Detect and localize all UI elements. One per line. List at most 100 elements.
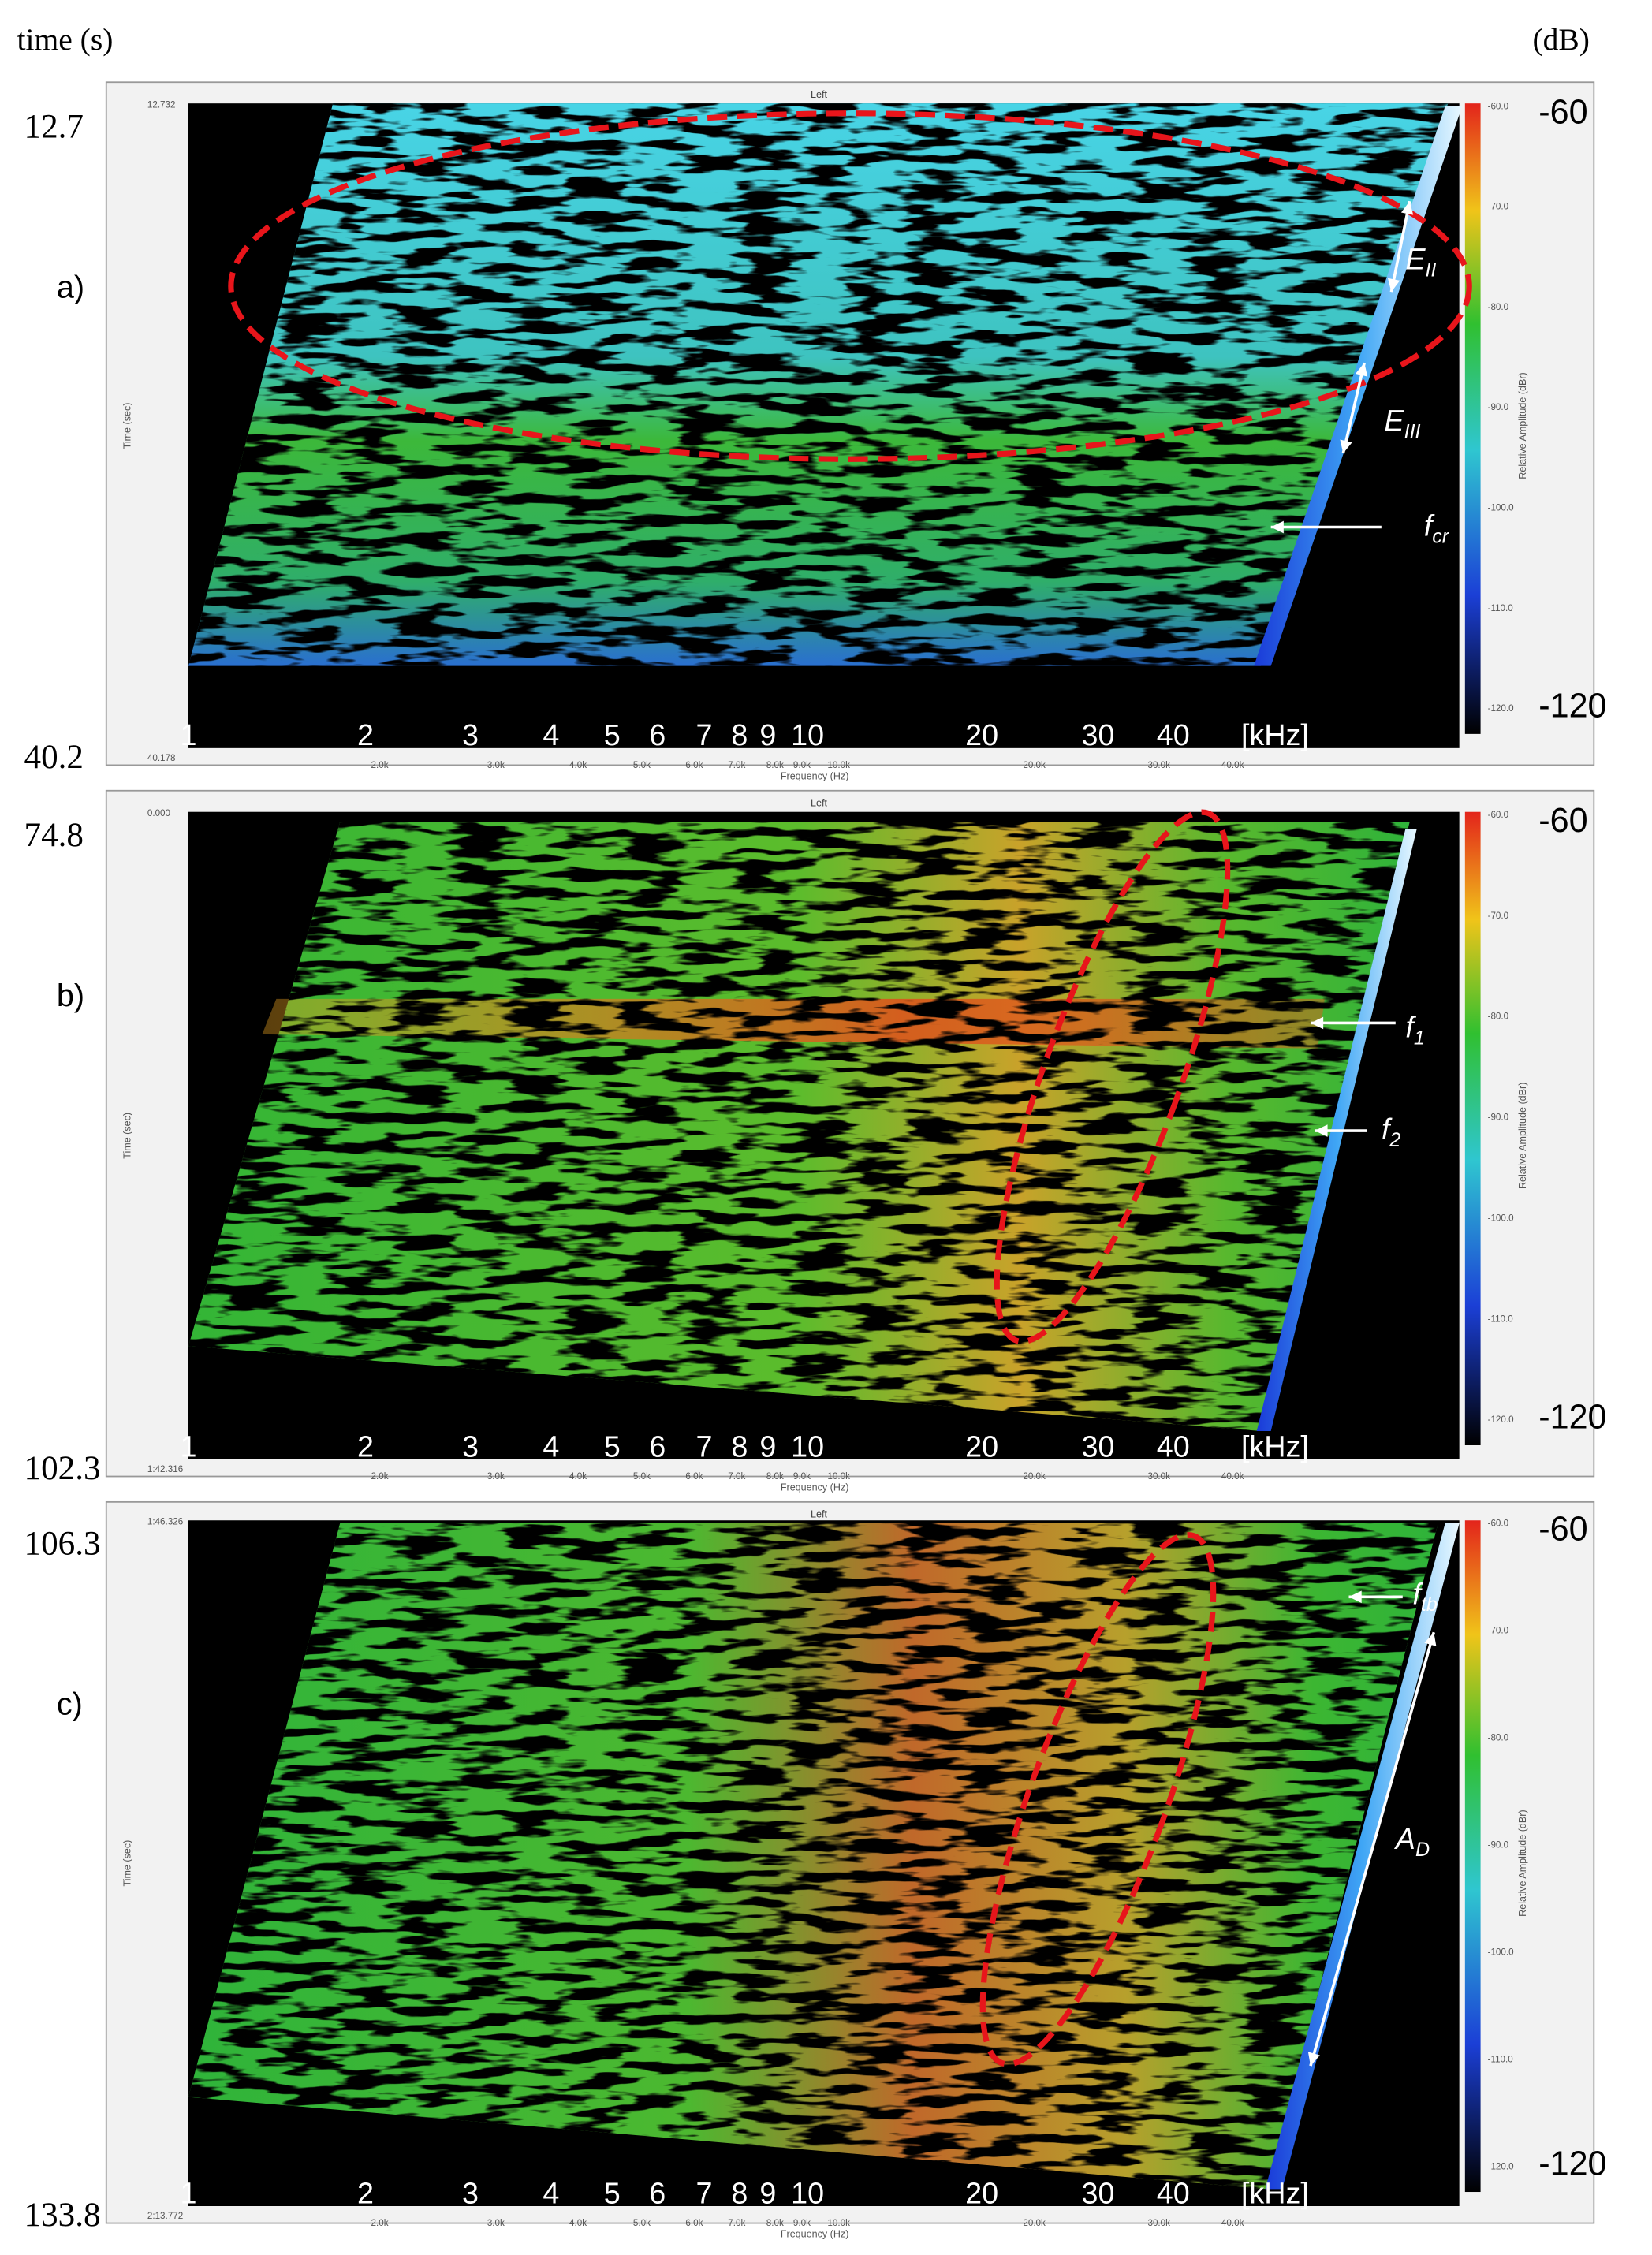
panel: -60.0 -70.0 -80.0 -90.0 -100.0 -110.0 -120.0 Re…	[24, 789, 1607, 1493]
db-top: -60	[1538, 802, 1587, 840]
freq-label: 4	[543, 1429, 559, 1463]
arrow-head	[1355, 363, 1368, 377]
time-header: time (s)	[17, 22, 114, 57]
colorbar-tick: -110.0	[1488, 603, 1514, 613]
annotation-base: A	[1394, 1822, 1415, 1855]
freq-label: 6	[649, 718, 666, 751]
highlight-ellipse	[994, 809, 1231, 1345]
freq-label: [kHz]	[1241, 1429, 1309, 1463]
colorbar-label: Relative Amplitude (dBr)	[1517, 1083, 1528, 1189]
time-edge	[1265, 1523, 1460, 2190]
colorbar-tick: -90.0	[1488, 402, 1509, 412]
freq-label: 9	[759, 718, 776, 751]
colorbar-tick: -80.0	[1488, 1732, 1509, 1742]
arrow-head	[1270, 520, 1284, 534]
freq-tick: 30.0k	[1147, 1471, 1170, 1482]
annotation-sub: tb	[1421, 1593, 1438, 1616]
freq-tick: 5.0k	[633, 760, 651, 770]
freq-label: 30	[1081, 718, 1114, 751]
freq-label: [kHz]	[1241, 2176, 1309, 2209]
freq-label: 8	[731, 2176, 748, 2209]
freq-label: 4	[543, 2176, 559, 2209]
freq-label: 1	[180, 1429, 196, 1463]
software-time-start: 0.000	[147, 808, 171, 818]
freq-tick: 9.0k	[793, 2218, 811, 2228]
freq-label: 2	[357, 1429, 374, 1463]
arrow-head	[1340, 439, 1352, 454]
freq-tick: 30.0k	[1147, 760, 1170, 770]
freq-tick: 2.0k	[371, 2218, 389, 2228]
annotation: EII	[1405, 242, 1436, 281]
colorbar-tick: -120.0	[1488, 703, 1515, 714]
freq-label: 10	[791, 1429, 824, 1463]
freq-tick: 40.0k	[1221, 760, 1244, 770]
software-time-end: 40.178	[147, 753, 176, 763]
software-time-start: 1:46.326	[147, 1517, 183, 1527]
colorbar-tick: -70.0	[1488, 1625, 1509, 1635]
annotation-base: f	[1382, 1113, 1393, 1146]
colorbar	[1464, 103, 1481, 734]
annotation-base: f	[1405, 1010, 1416, 1043]
arrow-line	[1341, 362, 1367, 454]
software-time-start: 12.732	[147, 100, 176, 110]
freq-label: 9	[759, 1429, 776, 1463]
annotation-sub: III	[1404, 420, 1421, 442]
software-title: Left	[811, 89, 827, 100]
freq-tick: 5.0k	[633, 1471, 651, 1482]
colorbar-tick: -90.0	[1488, 1839, 1509, 1850]
freq-label: 7	[695, 718, 712, 751]
time-start: 74.8	[24, 817, 84, 854]
colorbar-label: Relative Amplitude (dBr)	[1517, 1810, 1528, 1916]
time-end: 102.3	[24, 1450, 101, 1487]
annotation-sub: D	[1415, 1839, 1430, 1861]
colorbar-tick: -60.0	[1488, 101, 1509, 111]
db-bottom: -120	[1538, 2145, 1606, 2182]
colorbar-tick: -100.0	[1488, 503, 1515, 513]
software-title: Left	[811, 1509, 827, 1520]
annotation-sub: 1	[1414, 1027, 1425, 1049]
panel: -60.0 -70.0 -80.0 -90.0 -100.0 -110.0 -120.0 Re…	[24, 1500, 1607, 2240]
annotation: f1	[1405, 1010, 1424, 1049]
freq-tick: 4.0k	[569, 2218, 587, 2228]
freq-label: 7	[695, 1429, 712, 1463]
freq-tick: 8.0k	[766, 1471, 784, 1482]
software-time-end: 2:13.772	[147, 2211, 183, 2221]
colorbar-tick: -100.0	[1488, 1213, 1515, 1223]
annotation: f2	[1382, 1113, 1400, 1151]
freq-label: 20	[965, 718, 998, 751]
time-start: 106.3	[24, 1525, 101, 1562]
freq-label: 7	[695, 2176, 712, 2209]
colorbar-tick: -110.0	[1488, 2054, 1514, 2064]
freq-tick: 30.0k	[1147, 2218, 1170, 2228]
freq-tick: 3.0k	[487, 1471, 505, 1482]
db-top: -60	[1538, 93, 1587, 131]
annotation: AD	[1394, 1822, 1430, 1861]
annotation-base: f	[1424, 509, 1435, 542]
software-y-axis: Time (sec)	[121, 1113, 132, 1159]
colorbar	[1464, 1520, 1481, 2193]
freq-tick: 6.0k	[685, 1471, 703, 1482]
annotation: EIII	[1384, 404, 1420, 442]
software-x-axis: Frequency (Hz)	[781, 2229, 849, 2240]
freq-label: 30	[1081, 1429, 1114, 1463]
freq-tick: 10.0k	[827, 760, 850, 770]
freq-tick: 3.0k	[487, 760, 505, 770]
freq-label: 40	[1157, 718, 1190, 751]
arrow-head	[1424, 1632, 1437, 1646]
freq-label: 1	[180, 2176, 196, 2209]
freq-label: 6	[649, 1429, 666, 1463]
freq-tick: 3.0k	[487, 2218, 505, 2228]
freq-tick: 6.0k	[685, 760, 703, 770]
freq-tick: 20.0k	[1023, 1471, 1046, 1482]
colorbar-tick: -110.0	[1488, 1314, 1514, 1324]
panel: -60.0 -70.0 -80.0 -90.0 -100.0 -110.0 -120.0 Re…	[24, 81, 1607, 781]
colorbar-tick: -60.0	[1488, 1518, 1509, 1528]
colorbar-tick: -70.0	[1488, 911, 1509, 921]
panel-label: b)	[57, 978, 84, 1013]
freq-label: 2	[357, 718, 374, 751]
freq-tick: 20.0k	[1023, 760, 1046, 770]
freq-label: 5	[604, 1429, 621, 1463]
arrow-head	[1348, 1590, 1362, 1604]
arrow-head	[1310, 1016, 1324, 1030]
spectrum-texture	[188, 103, 1449, 666]
